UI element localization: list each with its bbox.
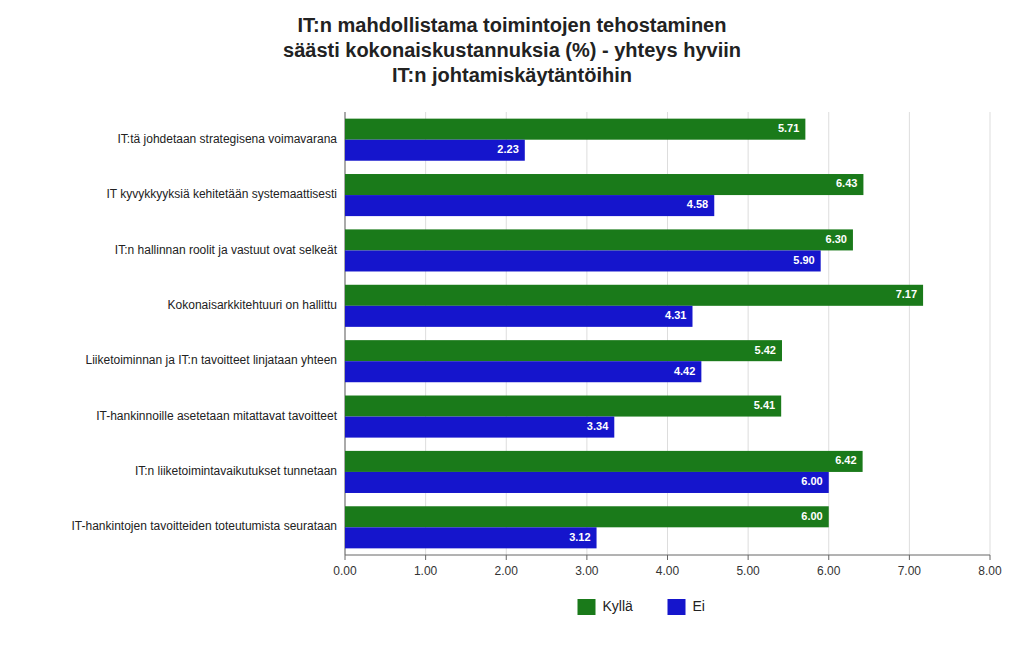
bar (345, 306, 692, 327)
grid-line (990, 112, 991, 555)
data-label: 4.31 (665, 309, 686, 321)
legend-swatch (668, 599, 686, 615)
tick-mark (506, 555, 507, 560)
tick-label: 0.00 (333, 564, 357, 578)
bar (345, 361, 701, 382)
grid (345, 112, 990, 555)
tick-mark (990, 555, 991, 560)
legend: Kyllä Ei (578, 598, 705, 615)
bar (345, 506, 829, 527)
data-label: 3.34 (587, 420, 609, 432)
data-label: 6.00 (801, 510, 822, 522)
data-label: 6.43 (836, 177, 857, 189)
tick-label: 2.00 (495, 564, 519, 578)
title: IT:n mahdollistama toimintojen tehostami… (283, 14, 741, 86)
tick-label: 3.00 (575, 564, 599, 578)
bar (345, 396, 781, 417)
category-label: Kokonaisarkkitehtuuri on hallittu (168, 298, 337, 312)
x-axis: 0.00 1.00 2.00 3.00 4.00 5.00 6.00 7.00 8.00 (333, 112, 1002, 578)
category-label: Liiketoiminnan ja IT:n tavoitteet linjat… (86, 353, 338, 367)
data-label: 5.42 (755, 344, 776, 356)
bar (345, 285, 923, 306)
tick-label: 6.00 (817, 564, 841, 578)
bar (345, 229, 853, 250)
tick-label: 5.00 (736, 564, 760, 578)
tick-mark (345, 555, 346, 560)
grid-line (909, 112, 910, 555)
category-label: IT-hankintojen tavoitteiden toteutumista… (72, 519, 338, 533)
data-label: 6.00 (801, 475, 822, 487)
tick-mark (425, 555, 426, 560)
category-label: IT kyvykkyyksiä kehitetään systemaattise… (106, 187, 337, 201)
bar (345, 250, 821, 271)
tick-label: 4.00 (656, 564, 680, 578)
tick-mark (748, 555, 749, 560)
tick-label: 7.00 (898, 564, 922, 578)
data-label: 7.17 (896, 288, 917, 300)
bar (345, 119, 805, 140)
data-label: 3.12 (569, 531, 590, 543)
data-label: 6.42 (835, 454, 856, 466)
legend-label: Ei (693, 598, 705, 614)
tick-label: 1.00 (414, 564, 438, 578)
data-label: 5.90 (793, 254, 814, 266)
category-label: IT:tä johdetaan strategisena voimavarana (118, 132, 338, 146)
bars (345, 119, 923, 549)
data-label: 6.30 (826, 233, 847, 245)
bar (345, 527, 597, 548)
category-label: IT-hankinnoille asetetaan mitattavat tav… (96, 409, 337, 423)
x-axis-line (345, 555, 990, 556)
bar (345, 195, 714, 216)
tick-mark (828, 555, 829, 560)
tick-mark (909, 555, 910, 560)
data-label: 2.23 (497, 143, 518, 155)
data-label: 4.42 (674, 365, 695, 377)
tick-label: 8.00 (978, 564, 1002, 578)
data-label: 5.71 (778, 122, 799, 134)
bar (345, 340, 782, 361)
category-label: IT:n hallinnan roolit ja vastuut ovat se… (115, 243, 338, 257)
legend-label: Kyllä (603, 598, 634, 614)
tick-mark (667, 555, 668, 560)
bar (345, 472, 829, 493)
y-axis: IT:tä johdetaan strategisena voimavarana… (72, 132, 338, 534)
bar (345, 451, 863, 472)
bar (345, 140, 525, 161)
category-label: IT:n liiketoimintavaikutukset tunnetaan (135, 464, 337, 478)
legend-swatch (578, 599, 596, 615)
tick-mark (586, 555, 587, 560)
bar (345, 417, 614, 438)
background (0, 0, 1024, 660)
data-labels: 5.71 2.23 6.43 4.58 6.30 5.90 7.17 4.31 5.42 4.42… (497, 122, 917, 543)
data-label: 5.41 (754, 399, 775, 411)
chart: IT:n mahdollistama toimintojen tehostami… (0, 0, 1024, 660)
bar (345, 174, 863, 195)
data-label: 4.58 (687, 198, 708, 210)
